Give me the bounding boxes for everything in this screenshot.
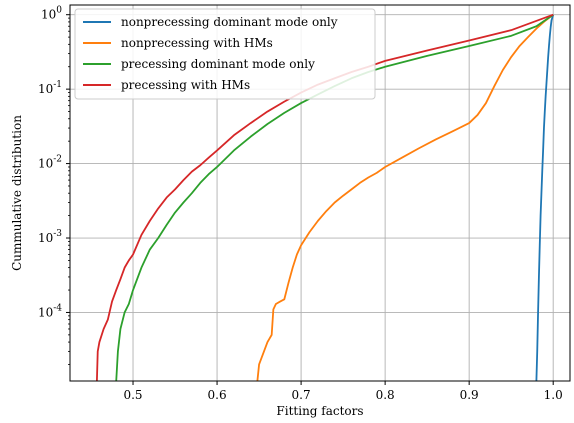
x-axis-label: Fitting factors [276, 404, 363, 418]
x-tick-label: 0.8 [376, 388, 395, 402]
legend: nonprecessing dominant mode only nonprece… [74, 8, 376, 100]
legend-label: nonprecessing dominant mode only [121, 15, 338, 29]
legend-label: nonprecessing with HMs [121, 36, 273, 50]
legend-label: precessing with HMs [121, 78, 250, 92]
x-tick-label: 0.5 [123, 388, 142, 402]
series-line [535, 14, 555, 382]
tick-labels: 0.5 0.6 0.7 0.8 0.9 1.0 10-4 10-3 10-2 10-1 100 [38, 6, 563, 402]
y-tick-label: 100 [41, 6, 62, 22]
legend-box [74, 8, 376, 100]
y-tick-label: 10-4 [38, 303, 62, 319]
x-tick-label: 0.6 [208, 388, 227, 402]
y-tick-label: 10-3 [38, 229, 62, 245]
y-axis-label: Cummulative distribution [10, 115, 24, 271]
x-tick-label: 1.0 [544, 388, 563, 402]
series-line [256, 13, 554, 382]
x-tick-label: 0.7 [292, 388, 311, 402]
legend-label: precessing dominant mode only [121, 57, 315, 71]
y-tick-label: 10-1 [38, 80, 62, 96]
y-tick-label: 10-2 [38, 155, 62, 171]
ticks [66, 14, 554, 385]
x-tick-label: 0.9 [460, 388, 479, 402]
series-line [115, 13, 554, 382]
